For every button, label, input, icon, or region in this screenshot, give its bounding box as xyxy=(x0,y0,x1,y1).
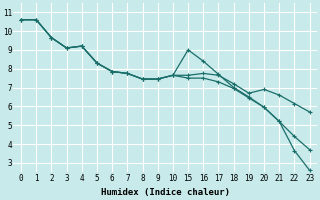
X-axis label: Humidex (Indice chaleur): Humidex (Indice chaleur) xyxy=(101,188,230,197)
